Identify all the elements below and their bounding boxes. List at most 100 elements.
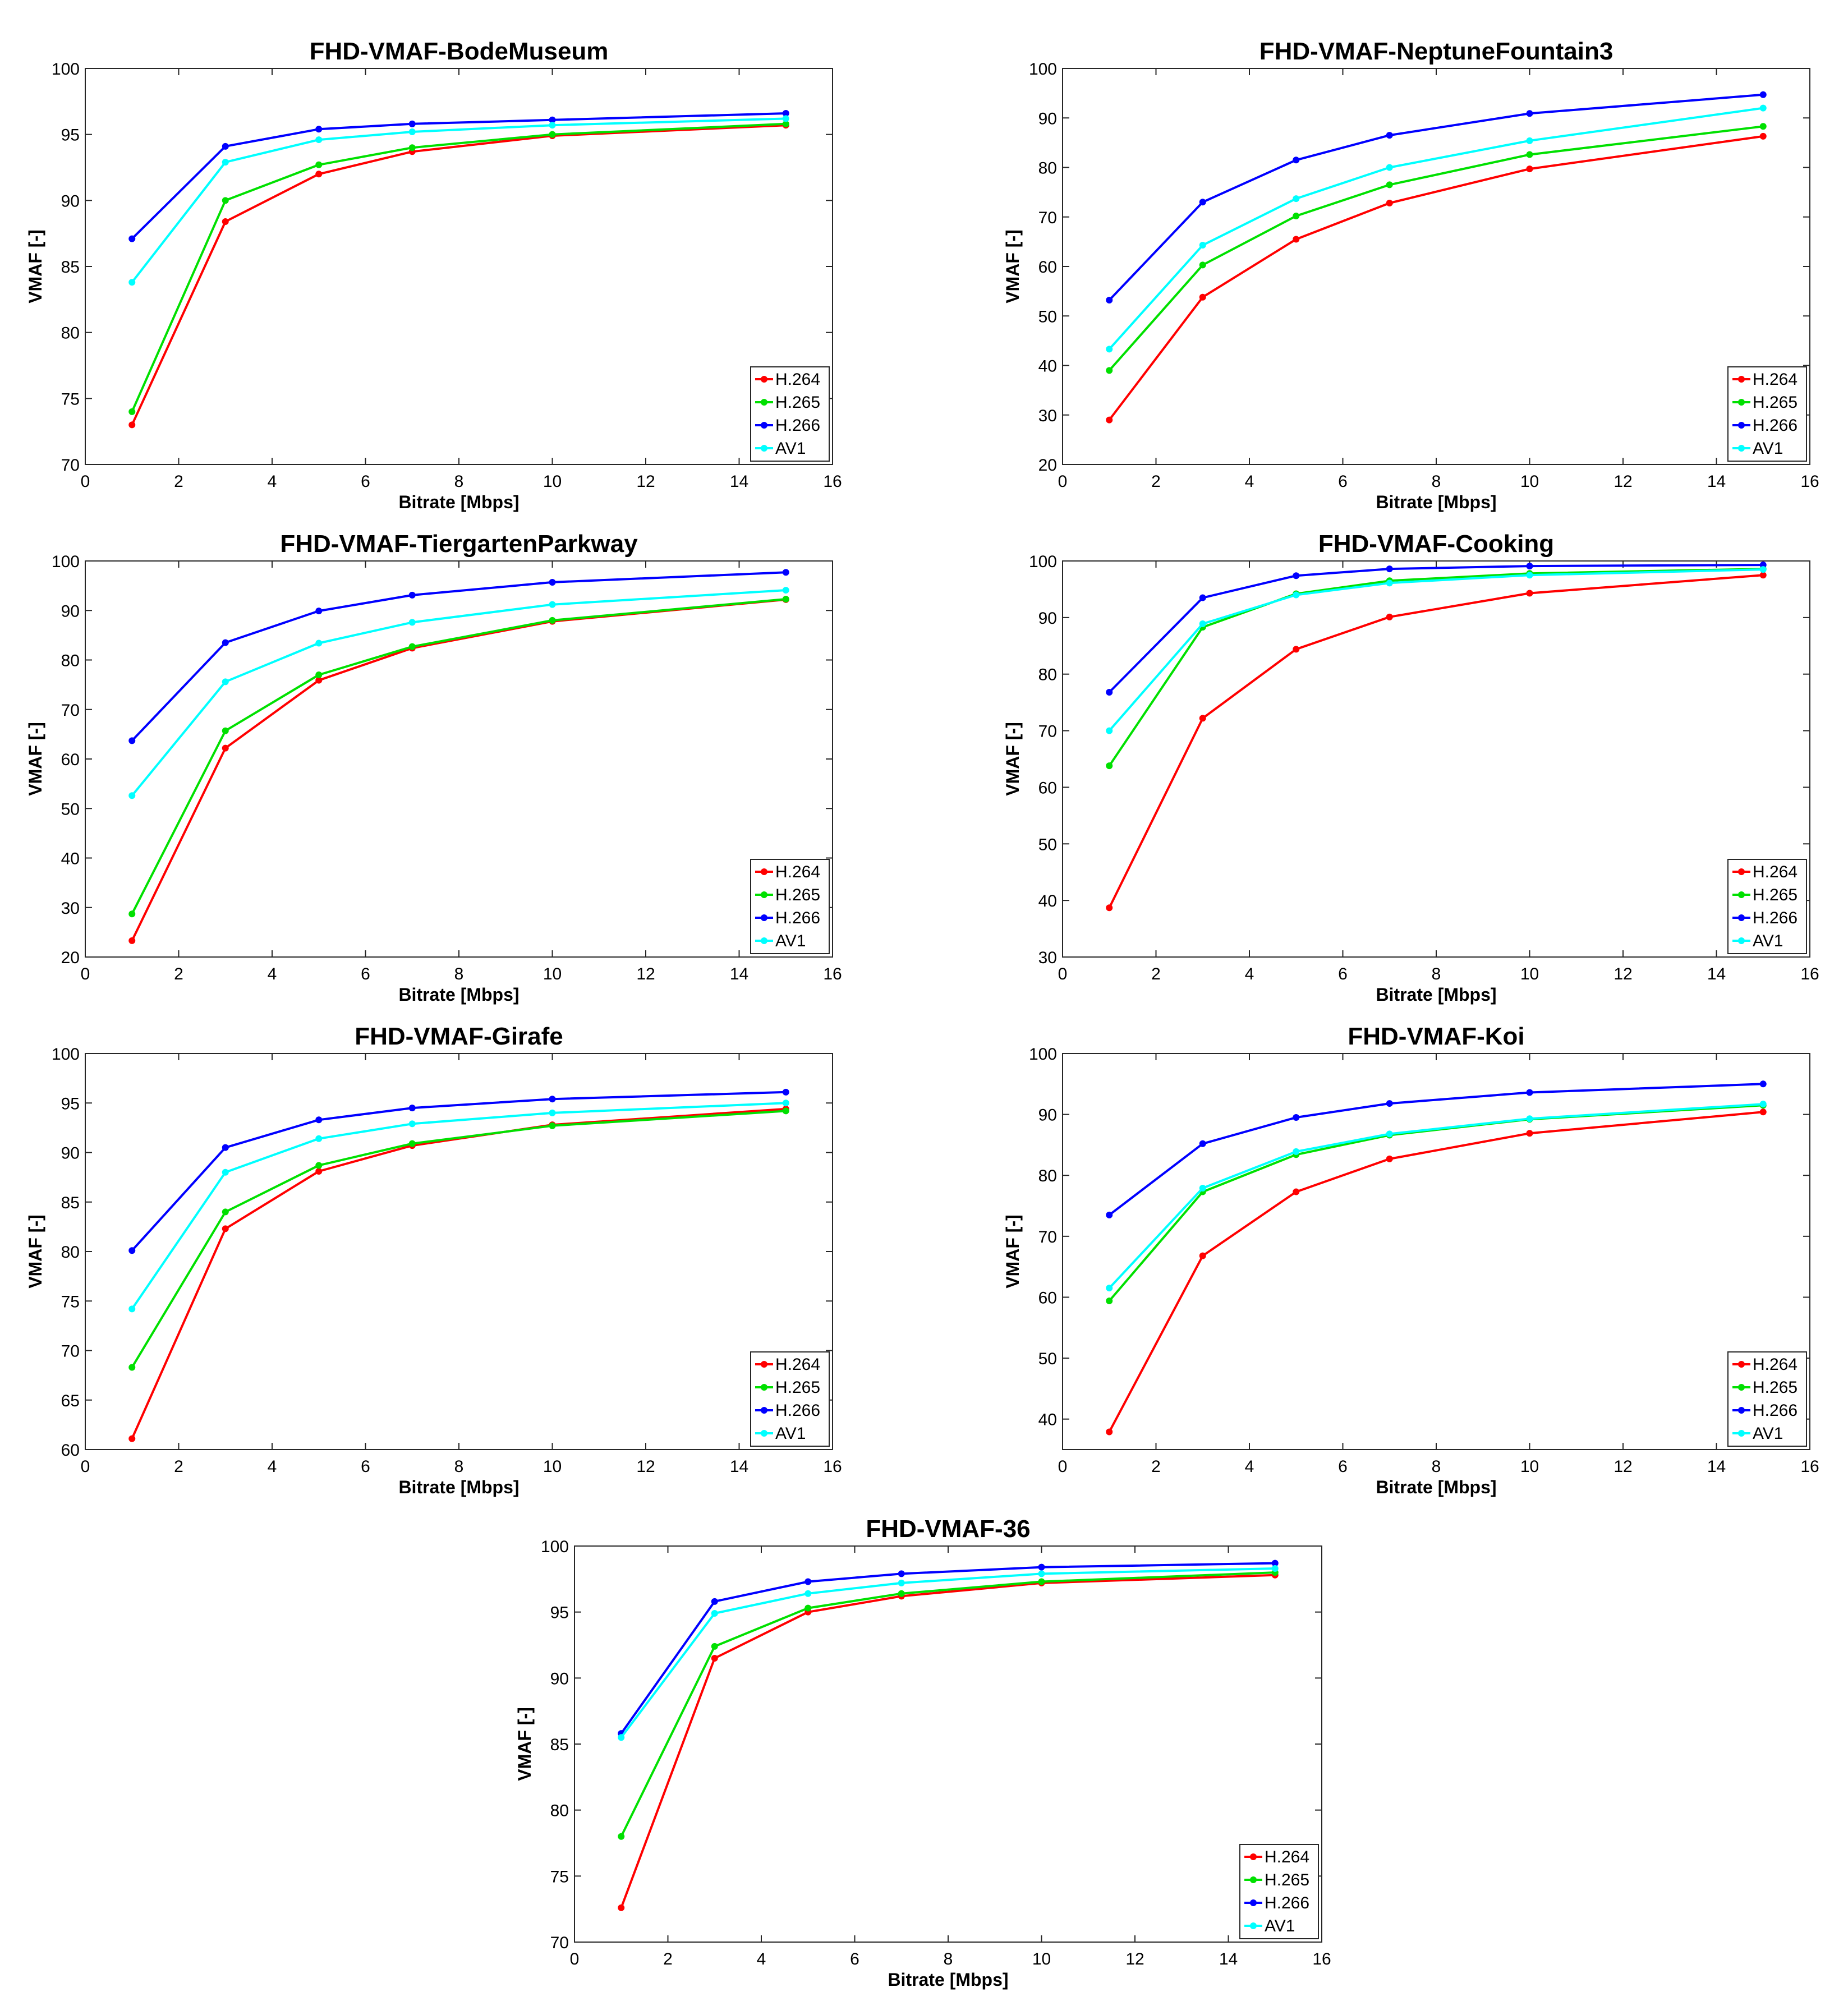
x-tick-label: 12 — [636, 1457, 655, 1476]
x-tick-label: 14 — [1707, 472, 1726, 491]
data-point — [128, 1247, 136, 1254]
x-tick-label: 2 — [663, 1950, 673, 1968]
y-tick-label: 85 — [61, 1194, 80, 1212]
series-line-h266 — [131, 1091, 786, 1252]
x-axis-label: Bitrate [Mbps] — [1376, 985, 1496, 1005]
data-point — [782, 595, 789, 602]
x-tick-label: 12 — [1613, 965, 1632, 983]
y-tick-label: 30 — [1038, 407, 1057, 425]
y-tick-label: 90 — [61, 1144, 80, 1163]
y-tick-label: 75 — [550, 1867, 569, 1886]
data-point — [1199, 1140, 1206, 1147]
legend-marker — [1738, 1361, 1745, 1368]
y-axis-label: VMAF [-] — [1003, 229, 1023, 303]
chart-panel-5: FHD-VMAF-Girafe 0 2 4 6 8 10 12 14 16 60 65 70 75 80 85… — [25, 1023, 842, 1497]
data-point — [805, 1578, 812, 1585]
chart-title: FHD-VMAF-36 — [866, 1515, 1030, 1543]
y-tick-label: 90 — [1038, 609, 1057, 628]
legend-entry: H.266 — [775, 416, 820, 435]
data-point — [549, 122, 556, 129]
y-tick-label: 40 — [1038, 1411, 1057, 1429]
y-axis-label: VMAF [-] — [25, 1214, 45, 1289]
legend: H.264 H.265 H.266 AV1 — [750, 859, 830, 954]
y-tick-label: 60 — [61, 1441, 80, 1460]
x-tick-label: 2 — [1151, 1457, 1161, 1476]
x-tick-label: 0 — [1058, 1457, 1068, 1476]
data-point — [222, 159, 229, 166]
y-tick-label: 60 — [61, 751, 80, 769]
chart-title: FHD-VMAF-Koi — [1348, 1023, 1524, 1050]
x-tick-label: 0 — [81, 472, 90, 491]
data-point — [782, 569, 789, 576]
x-axis-label: Bitrate [Mbps] — [398, 1477, 519, 1497]
legend-marker — [1738, 937, 1745, 944]
data-point — [805, 1604, 812, 1612]
x-tick-label: 14 — [730, 472, 748, 491]
data-point — [1293, 591, 1300, 599]
plot-area — [1062, 560, 1810, 958]
x-tick-label: 6 — [850, 1950, 859, 1968]
y-tick-label: 80 — [61, 1243, 80, 1262]
series-line-h264 — [131, 1107, 786, 1439]
y-tick-label: 60 — [1038, 258, 1057, 277]
x-tick-label: 4 — [268, 1457, 277, 1476]
y-tick-label: 85 — [550, 1736, 569, 1754]
data-point — [618, 1734, 625, 1741]
data-point — [549, 1096, 556, 1103]
legend-marker — [1738, 868, 1745, 875]
data-point — [1759, 572, 1767, 579]
x-tick-label: 16 — [1312, 1950, 1331, 1968]
y-tick-label: 80 — [61, 324, 80, 343]
x-tick-label: 4 — [1245, 965, 1254, 983]
data-point — [222, 1225, 229, 1232]
data-point — [898, 1579, 905, 1586]
data-point — [222, 744, 229, 752]
data-point — [315, 640, 323, 647]
x-tick-label: 12 — [1125, 1950, 1144, 1968]
y-tick-label: 60 — [1038, 1289, 1057, 1307]
legend-entry: AV1 — [775, 439, 806, 458]
series-line-h266 — [1108, 564, 1763, 693]
x-tick-label: 0 — [81, 1457, 90, 1476]
y-axis-label: VMAF [-] — [25, 229, 45, 303]
data-point — [1293, 236, 1300, 243]
data-point — [315, 1135, 323, 1142]
y-tick-label: 50 — [1038, 835, 1057, 854]
series-line-h266 — [1109, 1083, 1763, 1216]
y-tick-label: 90 — [1038, 109, 1057, 128]
legend-marker — [1738, 422, 1745, 429]
data-point — [408, 591, 416, 599]
y-tick-label: 100 — [52, 1045, 80, 1064]
data-point — [128, 737, 136, 744]
y-tick-label: 50 — [1038, 1350, 1057, 1368]
data-point — [1759, 1080, 1767, 1088]
data-point — [549, 116, 556, 123]
x-tick-label: 8 — [1432, 965, 1441, 983]
data-point — [1386, 565, 1393, 573]
legend: H.264 H.265 H.266 AV1 — [1727, 859, 1807, 954]
y-tick-label: 100 — [52, 553, 80, 571]
plot-area — [85, 560, 833, 958]
data-point — [1526, 1130, 1533, 1137]
x-tick-label: 10 — [543, 1457, 562, 1476]
data-point — [1106, 297, 1113, 304]
data-point — [1293, 572, 1300, 579]
legend-entry: H.266 — [1753, 909, 1798, 927]
data-point — [1759, 104, 1767, 112]
y-tick-label: 100 — [1029, 60, 1057, 79]
legend-marker — [761, 1407, 767, 1414]
legend-entry: H.265 — [1753, 393, 1798, 412]
legend-entry: AV1 — [775, 1424, 806, 1443]
legend-entry: H.264 — [1753, 863, 1798, 881]
data-point — [222, 218, 229, 225]
x-tick-label: 12 — [636, 965, 655, 983]
data-point — [1106, 416, 1113, 424]
x-axis-label: Bitrate [Mbps] — [398, 985, 519, 1005]
legend-entry: H.266 — [1753, 416, 1798, 435]
data-point — [1293, 646, 1300, 653]
x-tick-label: 10 — [543, 965, 562, 983]
legend-entry: H.264 — [1753, 1355, 1798, 1374]
data-point — [782, 120, 789, 127]
data-point — [315, 1168, 323, 1175]
legend-entry: H.265 — [775, 886, 820, 904]
